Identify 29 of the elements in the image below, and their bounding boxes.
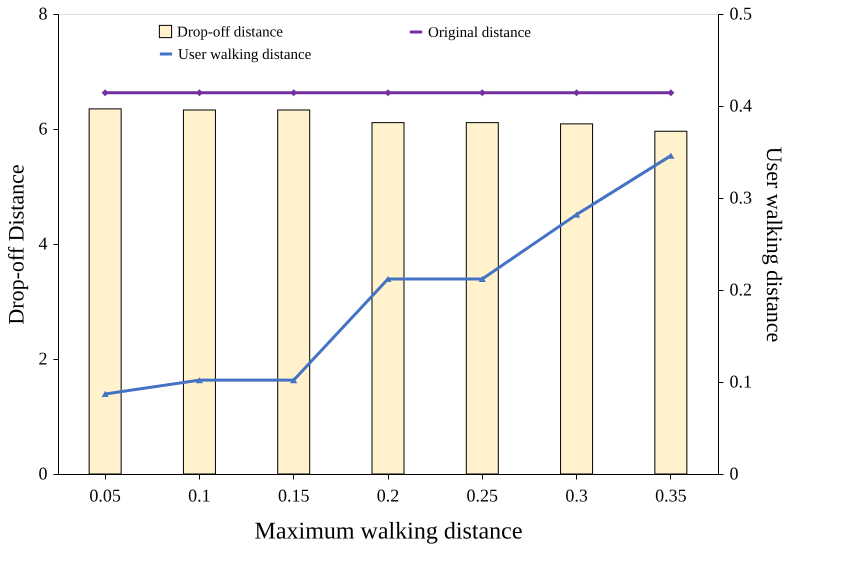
y-tick-label: 0 <box>38 464 48 484</box>
y2-axis-title: User walking distance <box>762 146 787 342</box>
y2-tick-label: 0.5 <box>730 4 752 24</box>
y-tick-label: 8 <box>38 4 48 24</box>
y2-tick-label: 0.3 <box>730 188 752 208</box>
x-tick-label: 0.2 <box>376 486 400 506</box>
y-tick-label: 4 <box>38 234 48 254</box>
point <box>290 377 298 384</box>
x-tick-label: 0.05 <box>89 486 121 506</box>
legend-label: Drop-off distance <box>177 24 284 40</box>
point <box>478 276 486 282</box>
y2-tick-label: 0 <box>730 464 738 484</box>
y-tick-label: 2 <box>38 348 48 368</box>
y2-tick-label: 0.2 <box>730 280 752 300</box>
legend-label: User walking distance <box>178 47 312 63</box>
x-tick-label: 0.25 <box>466 486 498 506</box>
point <box>102 390 109 398</box>
y-tick-label: 6 <box>38 118 48 138</box>
y2-tick-label: 0.1 <box>730 372 752 392</box>
x-axis-title: Maximum walking distance <box>254 518 522 544</box>
x-tick-label: 0.3 <box>565 486 588 506</box>
point <box>196 377 203 384</box>
point <box>573 212 580 218</box>
y-axis-title: Drop-off Distance <box>4 164 28 325</box>
legend-label: Original distance <box>428 25 532 41</box>
y2-tick-label: 0.4 <box>730 96 752 116</box>
x-tick-label: 0.35 <box>655 486 687 506</box>
x-tick-label: 0.15 <box>278 486 310 506</box>
x-tick-label: 0.1 <box>188 486 211 506</box>
